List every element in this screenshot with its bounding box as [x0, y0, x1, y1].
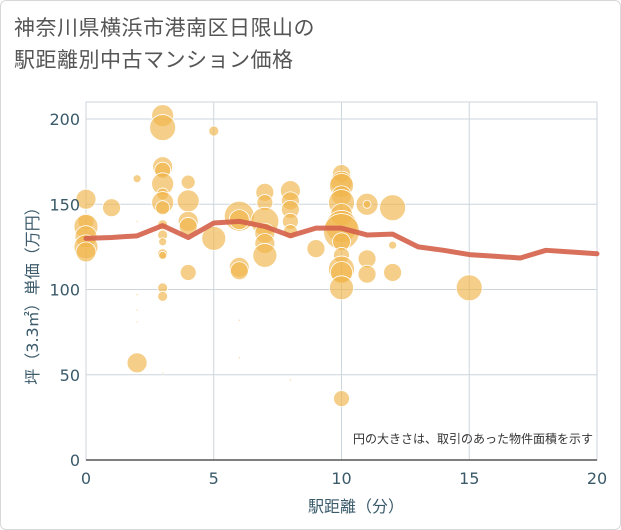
- bubble-point: [179, 264, 197, 281]
- x-tick-label: 5: [209, 469, 219, 488]
- bubble-point: [135, 219, 139, 223]
- bubble-point: [237, 356, 241, 360]
- bubble-point: [75, 188, 97, 210]
- bubble-point: [388, 240, 398, 250]
- bubble-point: [357, 264, 377, 284]
- bubble-point: [158, 237, 168, 247]
- bubble-point: [306, 239, 326, 259]
- x-tick-label: 15: [459, 469, 479, 488]
- x-tick-label: 20: [587, 469, 607, 488]
- size-note: 円の大きさは、取引のあった物件面積を示す: [353, 431, 593, 446]
- bubble-point: [383, 263, 403, 282]
- y-tick-label: 50: [60, 366, 80, 385]
- bubble-point: [155, 200, 171, 216]
- bubble-point: [201, 225, 227, 251]
- bubble-point: [158, 251, 168, 260]
- bubble-point: [180, 174, 196, 190]
- chart-title: 神奈川県横浜市港南区日限山の 駅距離別中古マンション価格: [14, 12, 315, 76]
- bubble-point: [135, 308, 139, 312]
- bubble-point: [126, 352, 148, 374]
- bubble-point: [135, 320, 139, 324]
- bubble-point: [135, 293, 139, 297]
- y-tick-label: 0: [70, 451, 80, 470]
- y-tick-label: 100: [49, 281, 80, 300]
- bubble-point: [379, 194, 407, 222]
- bubble-point: [362, 199, 372, 209]
- bubble-point: [157, 290, 169, 302]
- average-line-layer: [83, 218, 600, 261]
- bubble-point: [132, 174, 142, 184]
- bubble-point: [455, 274, 483, 302]
- title-line-1: 神奈川県横浜市港南区日限山の: [14, 16, 315, 40]
- y-axis-label: 坪（3.3㎡）単価（万円）: [23, 199, 42, 384]
- x-tick-label: 10: [331, 469, 351, 488]
- bubble-point: [102, 198, 121, 218]
- bubble-point: [329, 275, 354, 301]
- tick-labels: 0 50 100 150 200 0 5 10 15 20: [49, 110, 607, 488]
- bubble-point: [237, 318, 241, 322]
- title-line-2: 駅距離別中古マンション価格: [14, 48, 294, 72]
- bubble-point: [252, 243, 278, 268]
- bubble-point: [161, 371, 165, 375]
- x-axis-label: 駅距離（分）: [308, 497, 404, 516]
- bubble-point: [176, 189, 200, 213]
- bubble-point: [149, 114, 177, 141]
- y-tick-label: 200: [49, 110, 80, 129]
- bubble-point: [288, 378, 292, 382]
- bubble-point: [333, 390, 350, 408]
- average-price-line: [83, 218, 600, 261]
- bubble-layer: [73, 104, 483, 408]
- y-tick-label: 150: [49, 195, 80, 214]
- bubble-point: [208, 125, 220, 137]
- x-tick-label: 0: [81, 469, 91, 488]
- bubble-point: [229, 261, 249, 281]
- bubble-point: [75, 241, 97, 263]
